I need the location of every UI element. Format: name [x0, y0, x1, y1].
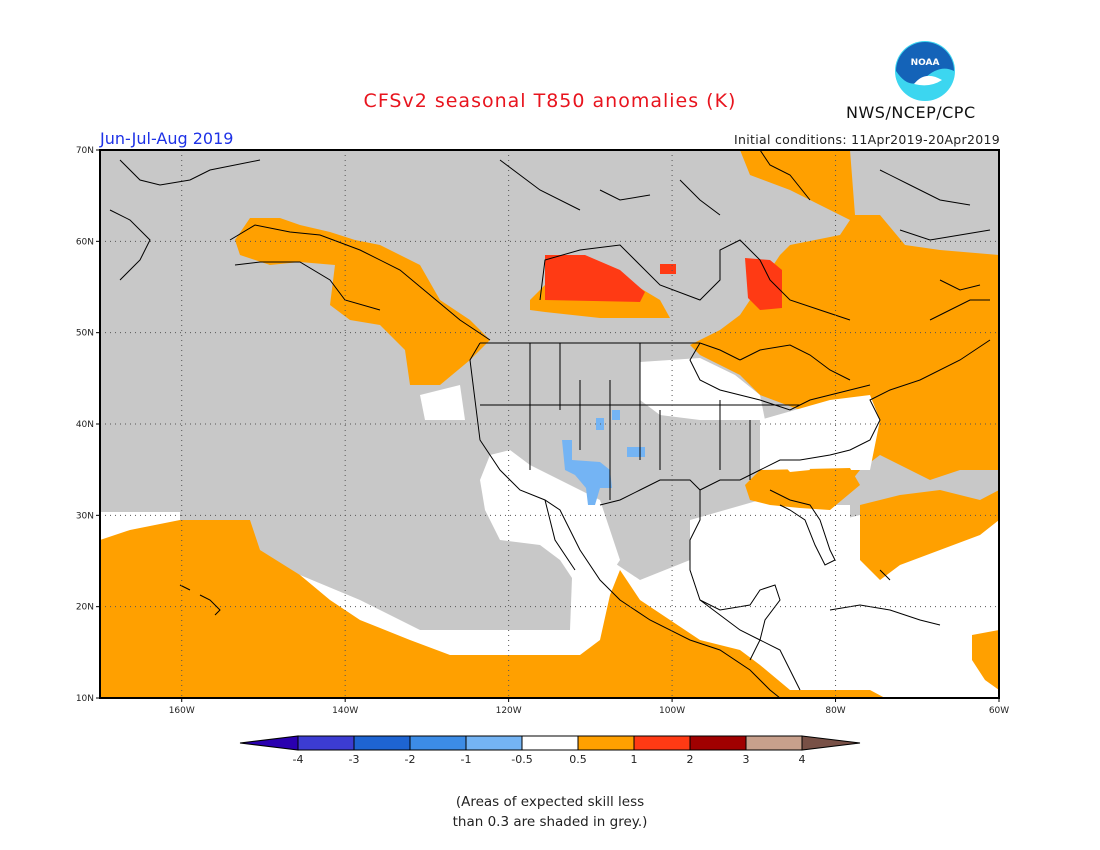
colorbar-label: -4: [293, 753, 304, 766]
colorbar-label: 2: [687, 753, 694, 766]
lat-tick-label: 30N: [76, 511, 94, 521]
map-title: CFSv2 seasonal T850 anomalies (K): [363, 90, 737, 112]
lat-tick-label: 60N: [76, 237, 94, 247]
map-field: [100, 150, 999, 698]
colorbar-label: -3: [349, 753, 360, 766]
colorbar-label: 4: [799, 753, 806, 766]
southeast-orange: [745, 468, 860, 510]
lon-tick-label: 160W: [169, 706, 195, 716]
caribbean-orange: [972, 630, 999, 690]
east-canada-orange: [690, 150, 999, 500]
lon-tick-label: 120W: [496, 706, 522, 716]
southwest-blue: [562, 440, 612, 505]
colorbar-bin: [353, 735, 411, 751]
lon-tick-label: 60W: [989, 706, 1009, 716]
colorbar-label: 0.5: [569, 753, 587, 766]
ontario-red: [745, 258, 782, 310]
colorbar-bin: [297, 735, 355, 751]
org-label: NWS/NCEP/CPC: [846, 103, 976, 122]
lat-tick-label: 10N: [76, 694, 94, 704]
lat-tick-label: 50N: [76, 329, 94, 339]
colorbar-bin: [745, 735, 803, 751]
nw-white: [420, 385, 465, 420]
skill-note-line-1: (Areas of expected skill less: [455, 794, 645, 810]
colorbar-arrow-low: [239, 735, 299, 751]
colorado-blue: [627, 447, 645, 457]
hudson-red: [545, 255, 645, 302]
colorbar-bin: [465, 735, 523, 751]
colorbar-bin: [577, 735, 635, 751]
quebec-red-small: [660, 264, 676, 274]
skill-note: (Areas of expected skill less than 0.3 a…: [0, 792, 1100, 832]
lat-tick-label: 40N: [76, 420, 94, 430]
colorbar-label: 3: [743, 753, 750, 766]
coastlines: [109, 150, 991, 698]
lat-tick-label: 70N: [76, 146, 94, 156]
skill-note-line-2: than 0.3 are shaded in grey.): [452, 814, 648, 830]
tennessee-white: [770, 445, 810, 472]
atlantic-orange-zone: [860, 490, 999, 580]
lat-axis: 10N 20N 30N 40N 50N 60N 70N: [76, 146, 100, 704]
noaa-logo-text: NOAA: [911, 58, 940, 68]
colorbar-bin: [633, 735, 691, 751]
colorbar-bin: [409, 735, 467, 751]
colorbar: -4 -3 -2 -1 -0.5 0.5 1 2 3 4: [239, 735, 861, 766]
lon-tick-label: 80W: [825, 706, 845, 716]
colorbar-bin: [521, 735, 579, 751]
lat-tick-label: 20N: [76, 603, 94, 613]
season-label: Jun-Jul-Aug 2019: [100, 129, 234, 148]
alaska-orange: [235, 218, 490, 385]
colorbar-bin: [689, 735, 747, 751]
colorbar-label: -0.5: [511, 753, 532, 766]
initial-conditions: Initial conditions: 11Apr2019-20Apr2019: [734, 132, 1000, 147]
wyoming-blue: [612, 410, 620, 420]
lon-axis: 160W 140W 120W 100W 80W 60W: [169, 698, 1009, 716]
gulf-white: [690, 500, 999, 690]
colorbar-arrow-high: [801, 735, 861, 751]
pacific-orange-zone: [100, 520, 885, 698]
noaa-logo-icon: NOAA: [895, 41, 955, 101]
colorbar-label: -2: [405, 753, 416, 766]
colorbar-label: 1: [631, 753, 638, 766]
colorbar-label: -1: [461, 753, 472, 766]
lon-tick-label: 100W: [659, 706, 685, 716]
lon-tick-label: 140W: [332, 706, 358, 716]
